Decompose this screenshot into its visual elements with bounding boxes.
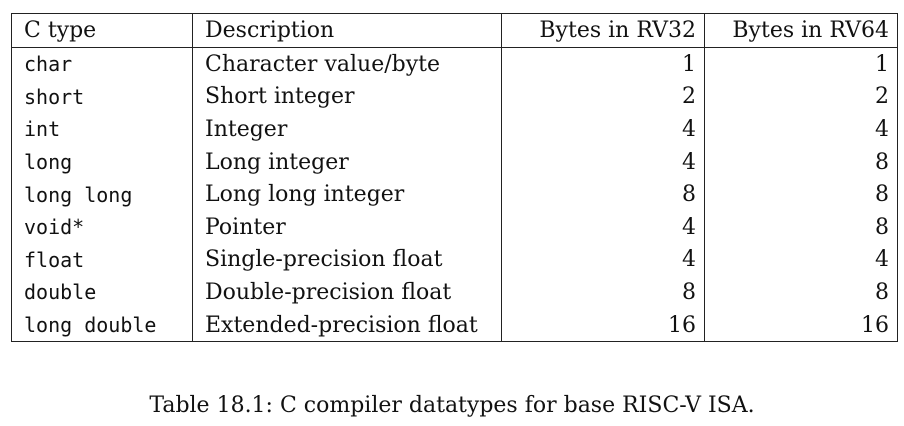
- cell-c-type: long: [24, 150, 73, 175]
- cell-description: Character value/byte: [192, 47, 502, 81]
- cell-description: Long integer: [192, 145, 502, 179]
- cell-bytes-rv32: 1: [501, 47, 705, 81]
- cell-bytes-rv32: 8: [501, 276, 705, 309]
- table-row: long Long integer 4 8: [12, 145, 898, 179]
- cell-bytes-rv64: 16: [704, 308, 898, 342]
- cell-c-type: int: [24, 117, 61, 142]
- cell-bytes-rv64: 8: [704, 178, 898, 211]
- cell-bytes-rv64: 8: [704, 145, 898, 179]
- cell-description: Integer: [192, 113, 502, 146]
- cell-bytes-rv32: 4: [501, 210, 705, 244]
- cell-bytes-rv64: 8: [704, 276, 898, 309]
- cell-bytes-rv32: 4: [501, 113, 705, 146]
- cell-bytes-rv64: 2: [704, 80, 898, 114]
- cell-bytes-rv32: 16: [501, 308, 705, 342]
- cell-c-type: char: [24, 52, 73, 77]
- cell-bytes-rv32: 4: [501, 243, 705, 277]
- cell-description: Single-precision float: [192, 243, 502, 277]
- cell-c-type: long double: [24, 313, 157, 338]
- table-row: float Single-precision float 4 4: [12, 243, 898, 277]
- table-header: C type Description Bytes in RV32 Bytes i…: [11, 13, 898, 48]
- header-description: Description: [192, 13, 502, 48]
- cell-bytes-rv64: 1: [704, 47, 898, 81]
- table-row: double Double-precision float 8 8: [12, 276, 898, 309]
- cell-description: Double-precision float: [192, 276, 502, 309]
- cell-description: Extended-precision float: [192, 308, 502, 342]
- cell-c-type: double: [24, 280, 97, 305]
- cell-c-type: void*: [24, 215, 85, 240]
- table-row: long double Extended-precision float 16 16: [12, 308, 898, 342]
- datatype-table: C type Description Bytes in RV32 Bytes i…: [11, 13, 898, 343]
- header-row: C type Description Bytes in RV32 Bytes i…: [11, 13, 898, 48]
- cell-description: Short integer: [192, 80, 502, 114]
- table-row: void* Pointer 4 8: [12, 210, 898, 244]
- header-bytes-rv64: Bytes in RV64: [704, 13, 898, 48]
- table-row: long long Long long integer 8 8: [12, 178, 898, 211]
- table-row: short Short integer 2 2: [12, 80, 898, 114]
- cell-bytes-rv64: 8: [704, 210, 898, 244]
- cell-c-type: float: [24, 247, 85, 272]
- cell-bytes-rv32: 8: [501, 178, 705, 211]
- cell-bytes-rv32: 2: [501, 80, 705, 114]
- cell-bytes-rv32: 4: [501, 145, 705, 179]
- table-caption: Table 18.1: C compiler datatypes for bas…: [149, 393, 755, 418]
- header-bytes-rv32: Bytes in RV32: [501, 13, 705, 48]
- table-row: int Integer 4 4: [12, 113, 898, 146]
- cell-c-type: long long: [24, 182, 133, 207]
- cell-c-type: short: [24, 84, 85, 109]
- table-body: char Character value/byte 1 1 short Short int…: [12, 47, 898, 342]
- cell-description: Long long integer: [192, 178, 502, 211]
- cell-description: Pointer: [192, 210, 502, 244]
- cell-bytes-rv64: 4: [704, 113, 898, 146]
- datatype-table-wrapper: C type Description Bytes in RV32 Bytes i…: [11, 13, 898, 343]
- header-c-type: C type: [11, 13, 193, 48]
- cell-bytes-rv64: 4: [704, 243, 898, 277]
- table-row: char Character value/byte 1 1: [12, 47, 898, 81]
